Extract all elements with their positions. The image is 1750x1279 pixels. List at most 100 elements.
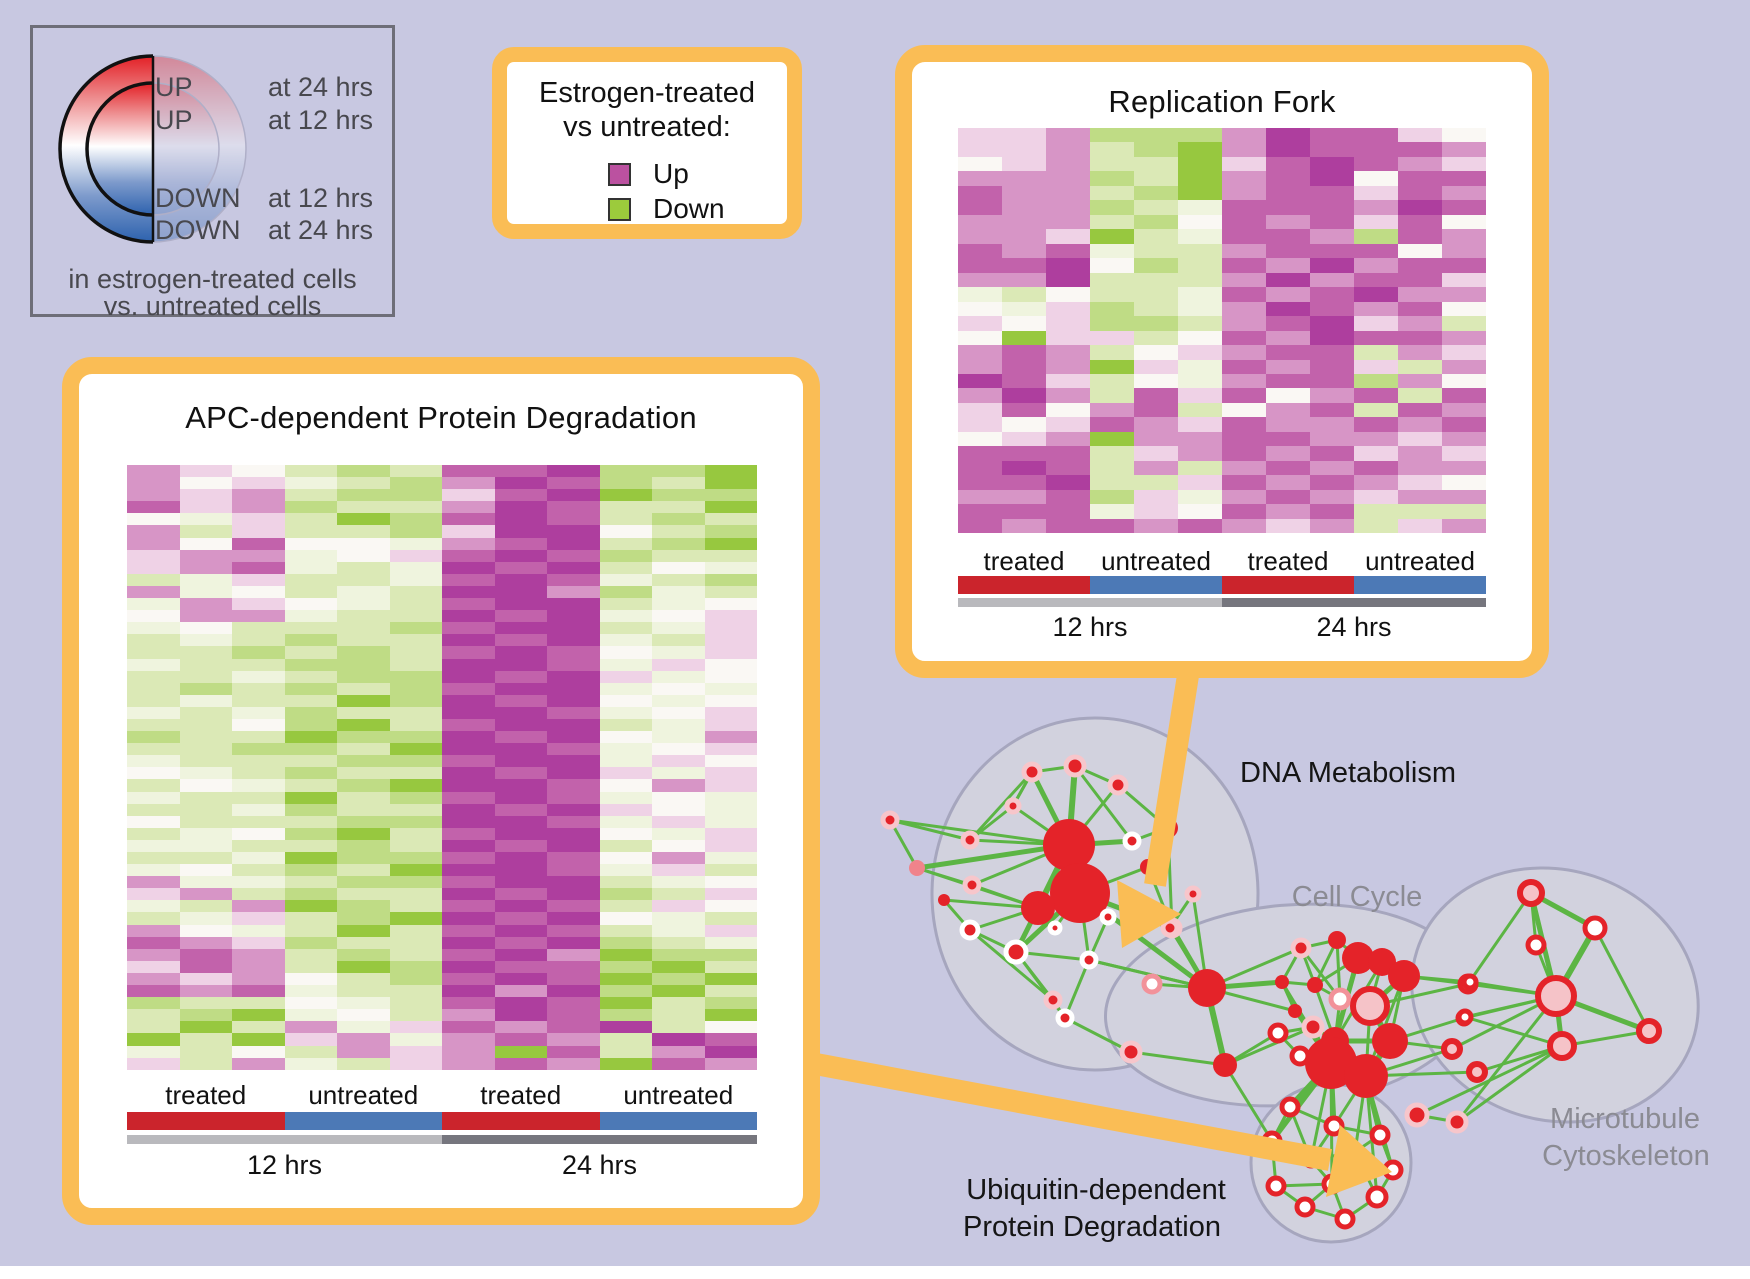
heatmap-cell [179,900,232,913]
heatmap-cell [599,694,652,707]
heatmap-cell [284,634,337,647]
ring-legend-box: UP at 24 hrs UP at 12 hrs DOWN at 12 hrs DOWN a… [30,25,395,321]
heatmap-cell [599,936,652,949]
heatmap-cell [1442,301,1486,317]
heatmap-cell [232,477,285,490]
heatmap-cell [1046,446,1090,461]
replication-fork-heatmap [958,128,1486,534]
heatmap-row [127,718,757,732]
heatmap-cell [1046,431,1090,447]
heatmap-cell [1134,243,1178,259]
heatmap-cell [958,142,1002,157]
heatmap-cell [127,537,180,550]
heatmap-cell [284,682,337,695]
heatmap-cell [1222,446,1266,461]
network-node-pr [1466,1061,1488,1083]
heatmap-cell [547,839,600,852]
heatmap-cell [652,489,705,502]
heatmap-cell [127,731,180,744]
heatmap-cell [494,960,547,973]
heatmap-row [127,537,757,550]
heatmap-cell [179,731,232,744]
heatmap-cell [1178,316,1222,331]
heatmap-cell [284,1021,337,1034]
network-node-r [1021,891,1055,925]
heatmap-cell [494,682,547,695]
ring-time-label: at 12 hrs [268,105,374,135]
heatmap-cell [958,287,1002,302]
heatmap-cell [127,815,180,828]
network-edge [968,770,1034,842]
heatmap-cell [1266,243,1310,259]
heatmap-cell [1222,489,1266,505]
heatmap-cell [127,852,180,865]
heatmap-cell [704,743,757,756]
heatmap-cell [127,864,180,877]
heatmap-row [127,815,757,828]
heatmap-cell [179,561,232,574]
heatmap-cell [1090,229,1134,244]
heatmap-row [958,446,1486,461]
heatmap-cell [652,549,705,562]
heatmap-cell [1046,272,1090,288]
heatmap-cell [232,610,285,623]
heatmap-cell [284,501,337,514]
rf-group-labels: treated untreated treated untreated [958,546,1486,577]
heatmap-cell [179,755,232,768]
heatmap-cell [1310,359,1354,374]
heatmap-cell [127,634,180,647]
heatmap-cell [599,585,652,599]
heatmap-cell [232,960,285,973]
heatmap-row [127,694,757,707]
heatmap-cell [599,839,652,852]
heatmap-cell [1046,171,1090,186]
heatmap-cell [232,997,285,1010]
heatmap-cell [599,731,652,744]
network-node-rp [962,875,982,895]
heatmap-cell [127,670,180,683]
heatmap-cell [337,743,390,756]
heatmap-cell [179,610,232,623]
heatmap-cell [704,997,757,1010]
heatmap-cell [337,646,390,659]
heatmap-cell [1354,128,1398,143]
heatmap-cell [179,888,232,901]
heatmap-cell [958,243,1002,259]
heatmap-row [127,489,757,502]
heatmap-cell [547,815,600,828]
heatmap-cell [337,549,390,562]
heatmap-cell [389,585,442,599]
heatmap-cell [1002,330,1046,346]
heatmap-cell [442,936,495,949]
heatmap-cell [127,936,180,949]
heatmap-cell [704,1033,757,1046]
heatmap-cell [494,1033,547,1046]
network-node-pw [1328,987,1352,1011]
heatmap-cell [1354,171,1398,186]
heatmap-cell [599,573,652,586]
network-node-rw [1047,920,1063,936]
heatmap-cell [284,1057,337,1070]
heatmap-cell [1178,272,1222,288]
heatmap-cell [652,585,705,599]
network-node-rp [1107,774,1129,796]
heatmap-cell [337,610,390,623]
treated-bar [127,1112,285,1130]
heatmap-cell [442,997,495,1010]
heatmap-cell [704,985,757,998]
apc-title: APC-dependent Protein Degradation [185,400,697,435]
heatmap-cell [1178,156,1222,172]
heatmap-cell [599,755,652,768]
heatmap-cell [179,634,232,647]
heatmap-cell [1354,258,1398,273]
heatmap-cell [232,852,285,865]
heatmap-cell [1398,460,1442,476]
heatmap-row [958,316,1486,331]
heatmap-cell [127,1033,180,1046]
up-swatch-icon [608,162,631,186]
heatmap-cell [958,489,1002,505]
heatmap-cell [1090,431,1134,447]
heatmap-cell [442,634,495,647]
heatmap-cell [494,622,547,635]
heatmap-cell [1002,359,1046,374]
